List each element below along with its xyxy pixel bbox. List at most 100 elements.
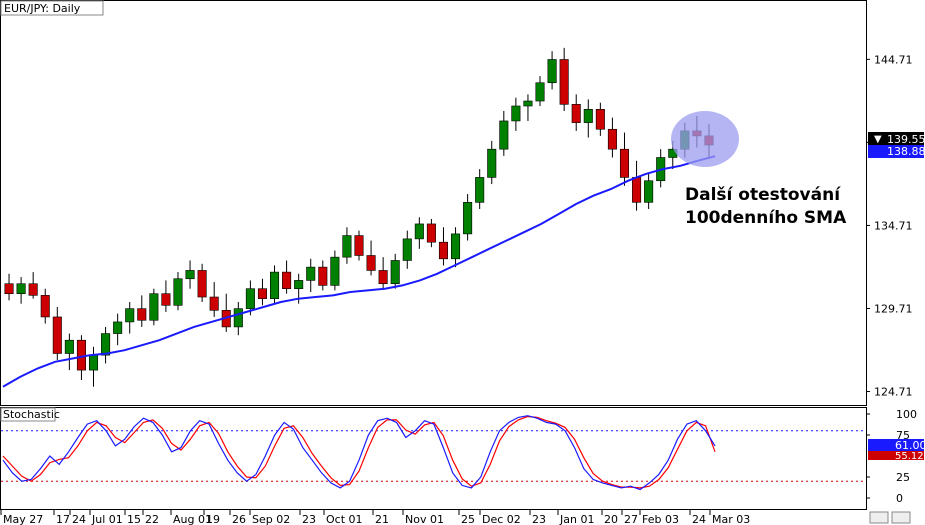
candle-body xyxy=(366,255,376,271)
stoch-tick-label: 25 xyxy=(896,471,910,484)
time-tick-label: 23 xyxy=(532,513,546,525)
highlight-circle xyxy=(671,111,739,167)
candle-body xyxy=(306,266,316,281)
time-tick-label: Sep 02 xyxy=(252,513,290,525)
stochastic-label-box xyxy=(0,407,56,422)
candle-body xyxy=(28,283,38,296)
candle-body xyxy=(40,295,50,318)
scroll-right-button[interactable] xyxy=(891,511,911,524)
time-tick-label: Mar 03 xyxy=(712,513,750,525)
candle-body xyxy=(330,256,340,286)
candle-body xyxy=(632,177,642,203)
time-tick-label: Jul 01 xyxy=(91,513,123,525)
candle-body xyxy=(523,100,533,107)
candle-body xyxy=(64,339,74,354)
candle-body xyxy=(487,148,497,178)
candle-body xyxy=(282,271,292,290)
candle-body xyxy=(270,271,280,299)
candle-body xyxy=(475,177,485,203)
current-price-tag xyxy=(868,132,924,145)
candle-body xyxy=(76,339,86,371)
sma-value-tag xyxy=(868,145,924,158)
stoch-k-tag xyxy=(868,439,924,451)
stoch-tick-label: 0 xyxy=(896,492,903,505)
current-price-arrow: ▼ xyxy=(874,134,882,145)
scroll-left-button[interactable] xyxy=(869,511,889,524)
stochastic-layer: 100 75 25 0 xyxy=(1,408,917,505)
time-tick-label: Dec 02 xyxy=(482,513,521,525)
candle-body xyxy=(88,354,99,371)
stoch-tick-label: 100 xyxy=(896,408,917,421)
time-tick-label: Feb 03 xyxy=(642,513,679,525)
price-tick-label: 144.71 xyxy=(874,53,913,66)
candle-body xyxy=(125,308,135,323)
candle-body xyxy=(463,202,473,235)
candle-body xyxy=(438,241,448,260)
candle-body xyxy=(185,270,195,280)
time-tick-label: 21 xyxy=(375,513,389,525)
candle-body xyxy=(294,280,304,290)
price-tick-label: 134.71 xyxy=(874,219,913,232)
candle-body xyxy=(257,288,267,299)
price-panel-frame xyxy=(0,0,867,406)
candle-body xyxy=(209,296,219,311)
candle-body xyxy=(161,293,171,306)
candle-body xyxy=(414,223,424,240)
time-tick-label: 26 xyxy=(232,513,246,525)
candle-body xyxy=(4,283,14,294)
symbol-label: EUR/JPY: Daily xyxy=(4,2,81,15)
candle-body xyxy=(607,128,617,150)
candle-body xyxy=(113,321,123,334)
stoch-d-value: 55.12 xyxy=(895,451,924,462)
time-tick-label: 25 xyxy=(461,513,475,525)
time-tick-label: 27 xyxy=(624,513,638,525)
sma-value: 138.88 xyxy=(887,145,925,158)
candle-body xyxy=(571,104,581,123)
price-tick-label: 124.71 xyxy=(874,386,913,399)
candle-body xyxy=(402,238,412,261)
time-tick-label: Nov 01 xyxy=(405,513,444,525)
candle-body xyxy=(233,308,243,328)
candle-body xyxy=(390,260,400,285)
candle-body xyxy=(137,308,147,321)
time-tick-label: May 27 xyxy=(3,513,43,525)
candle-body xyxy=(559,59,569,105)
stochastic-label: Stochastic xyxy=(3,408,60,421)
time-tick-label: 22 xyxy=(145,513,159,525)
candle-body xyxy=(149,293,159,321)
sma-100-line xyxy=(2,155,716,388)
candle-body xyxy=(499,120,509,150)
candle-body xyxy=(595,109,605,130)
candle-body xyxy=(378,270,388,285)
stoch-k-value: 61.00 xyxy=(895,439,925,452)
candle-body xyxy=(342,235,352,258)
time-tick-label: 15 xyxy=(127,513,141,525)
candle-body xyxy=(426,223,436,243)
candle-body xyxy=(644,180,654,203)
time-tick-label: 24 xyxy=(72,513,86,525)
stoch-k-line xyxy=(2,415,716,491)
time-tick-label: Jan 01 xyxy=(559,513,594,525)
candle-body xyxy=(52,316,62,354)
candle-body xyxy=(101,333,111,356)
candle-body xyxy=(451,233,461,260)
time-tick-label: 19 xyxy=(206,513,220,525)
price-tick-label: 129.71 xyxy=(874,302,913,315)
candle-body xyxy=(245,288,255,309)
candle-body xyxy=(511,105,521,122)
candle-body xyxy=(583,109,593,123)
annotation-line-2: 100denního SMA xyxy=(685,208,847,228)
stoch-tick-label: 75 xyxy=(896,429,910,442)
stoch-d-tag xyxy=(868,451,924,460)
candle-body xyxy=(173,278,183,306)
time-tick-label: 17 xyxy=(56,513,70,525)
candle-body xyxy=(318,266,328,286)
candles-layer xyxy=(4,47,714,387)
symbol-label-box xyxy=(0,0,104,16)
time-tick-label: Oct 01 xyxy=(326,513,363,525)
time-tick-label: 20 xyxy=(604,513,618,525)
annotation-line-1: Další otestování xyxy=(685,185,841,205)
candle-body xyxy=(619,148,630,178)
